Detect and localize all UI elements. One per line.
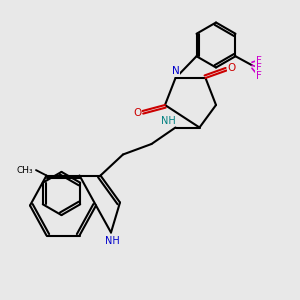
Text: F: F: [256, 56, 262, 66]
Text: N: N: [172, 66, 180, 76]
Text: CH₃: CH₃: [16, 167, 33, 176]
Text: O: O: [228, 63, 236, 73]
Text: O: O: [133, 108, 141, 118]
Text: NH: NH: [105, 236, 120, 246]
Text: NH: NH: [160, 116, 175, 126]
Text: F: F: [256, 63, 262, 73]
Text: F: F: [256, 71, 262, 81]
